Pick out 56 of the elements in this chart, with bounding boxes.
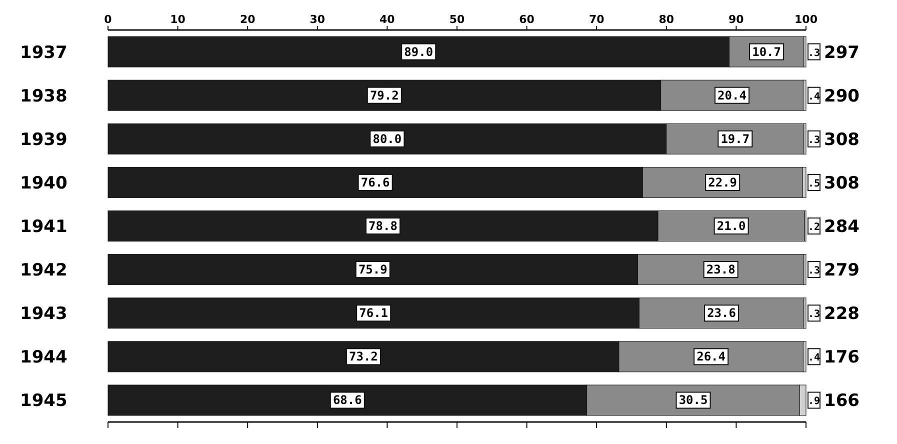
data-label: 75.9: [358, 262, 388, 277]
data-label: 78.8: [368, 219, 398, 233]
data-label: 22.9: [708, 175, 738, 190]
x-tick-label: 70: [588, 13, 605, 26]
y-tick-label: 1945: [20, 391, 68, 412]
data-label: .3: [808, 134, 820, 146]
x-tick-label: 100: [794, 13, 818, 26]
x-tick-label: 40: [380, 13, 396, 26]
text: 308: [824, 173, 860, 194]
data-label: .3: [808, 48, 820, 59]
text: 228: [824, 304, 860, 324]
data-label: 10.7: [752, 44, 782, 59]
data-label: 30.5: [678, 393, 708, 408]
x-tick-label: 30: [310, 13, 326, 26]
data-label: .9: [808, 396, 820, 408]
data-label: 68.6: [332, 393, 362, 408]
data-label: 79.2: [370, 88, 399, 102]
x-tick-label: 0: [104, 13, 112, 26]
data-label: 23.6: [707, 306, 736, 320]
y-tick-label: 1937: [20, 42, 68, 63]
text: 166: [824, 391, 860, 412]
data-label: 80.0: [372, 132, 402, 146]
x-tick-label: 10: [170, 13, 186, 26]
text: 290: [824, 86, 860, 106]
text: 284: [824, 217, 860, 237]
data-label: .2: [808, 222, 820, 233]
x-tick-label: 80: [658, 13, 674, 26]
data-label: 19.7: [720, 132, 750, 146]
data-label: .4: [808, 91, 820, 102]
y-tick-label: 1938: [20, 86, 68, 106]
data-label: .3: [808, 266, 820, 277]
data-label: .3: [808, 309, 820, 320]
x-tick-label: 20: [240, 13, 256, 26]
data-label: 20.4: [718, 88, 746, 102]
y-tick-label: 1941: [20, 217, 68, 237]
x-tick-label: 50: [449, 13, 465, 26]
data-label: 89.0: [404, 44, 434, 59]
y-tick-label: 1943: [20, 304, 68, 324]
data-label: .5: [808, 178, 820, 190]
data-label: 76.6: [360, 175, 390, 190]
data-label: 76.1: [359, 306, 388, 320]
data-label: .4: [808, 352, 820, 364]
y-tick-label: 1942: [20, 260, 68, 281]
y-tick-label: 1944: [20, 348, 68, 368]
data-label: 23.8: [706, 262, 736, 277]
data-label: 73.2: [349, 350, 378, 364]
text: 279: [824, 260, 860, 281]
x-tick-label: 90: [728, 13, 744, 26]
data-label: 26.4: [696, 350, 726, 364]
data-label: 21.0: [716, 219, 746, 233]
y-tick-label: 1939: [20, 130, 68, 150]
y-tick-label: 1940: [20, 173, 68, 194]
text: 297: [824, 42, 860, 63]
x-tick-label: 60: [519, 13, 535, 26]
text: 176: [824, 348, 860, 368]
text: 308: [824, 130, 860, 150]
